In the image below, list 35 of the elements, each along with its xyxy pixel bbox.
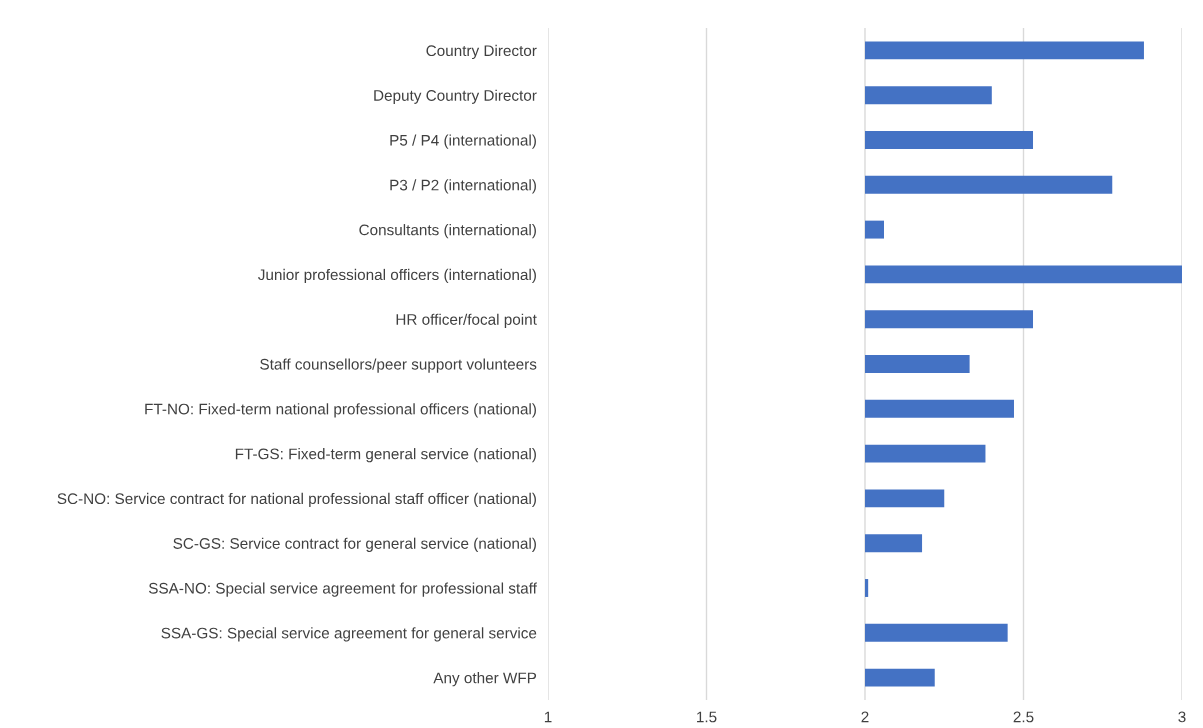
- y-tick-label: Junior professional officers (international): [258, 268, 536, 284]
- bar: [865, 579, 869, 597]
- bar: [865, 355, 970, 373]
- y-tick-label: P5 / P4 (international): [390, 134, 536, 149]
- bar: [865, 175, 1113, 194]
- bar: [865, 131, 1034, 149]
- x-tick-label: 2.5: [1013, 711, 1034, 723]
- bar: [865, 86, 992, 105]
- y-tick-label: Consultants (international): [359, 224, 536, 239]
- y-tick-label: SSA-NO: Special service agreement for professional staff: [148, 582, 537, 597]
- bar: [865, 623, 1008, 642]
- y-tick-label: SC-NO: Service contract for national professional staff officer (national): [57, 492, 536, 508]
- y-tick-label: FT-GS: Fixed-term general service (national): [235, 448, 536, 463]
- y-tick-label: FT-NO: Fixed-term national professional officers (national): [145, 403, 536, 418]
- x-tick-label: 1.5: [697, 711, 717, 723]
- bar: [865, 489, 945, 508]
- y-tick-label: SC-GS: Service contract for general service (national): [173, 537, 536, 552]
- x-tick-label: 3: [1178, 711, 1186, 723]
- y-tick-label: Country Director: [426, 44, 537, 60]
- bar: [865, 444, 986, 463]
- x-tick-label: 1: [544, 711, 552, 723]
- y-tick-label: Staff counsellors/peer support volunteers: [260, 358, 537, 373]
- y-tick-label: HR officer/focal point: [396, 313, 537, 328]
- bar: [865, 310, 1034, 329]
- bar: [865, 265, 1182, 284]
- y-tick-label: P3 / P2 (international): [390, 179, 536, 194]
- y-tick-label: Deputy Country Director: [374, 89, 537, 104]
- y-tick-label: SSA-GS: Special service agreement for general service: [161, 627, 537, 642]
- bar: [865, 220, 885, 239]
- bar: [865, 668, 935, 687]
- bar: [865, 41, 1144, 60]
- bar: [865, 534, 923, 553]
- x-tick-label: 2: [861, 711, 869, 723]
- y-tick-label: Any other WFP: [433, 672, 537, 687]
- bar: [865, 399, 1014, 418]
